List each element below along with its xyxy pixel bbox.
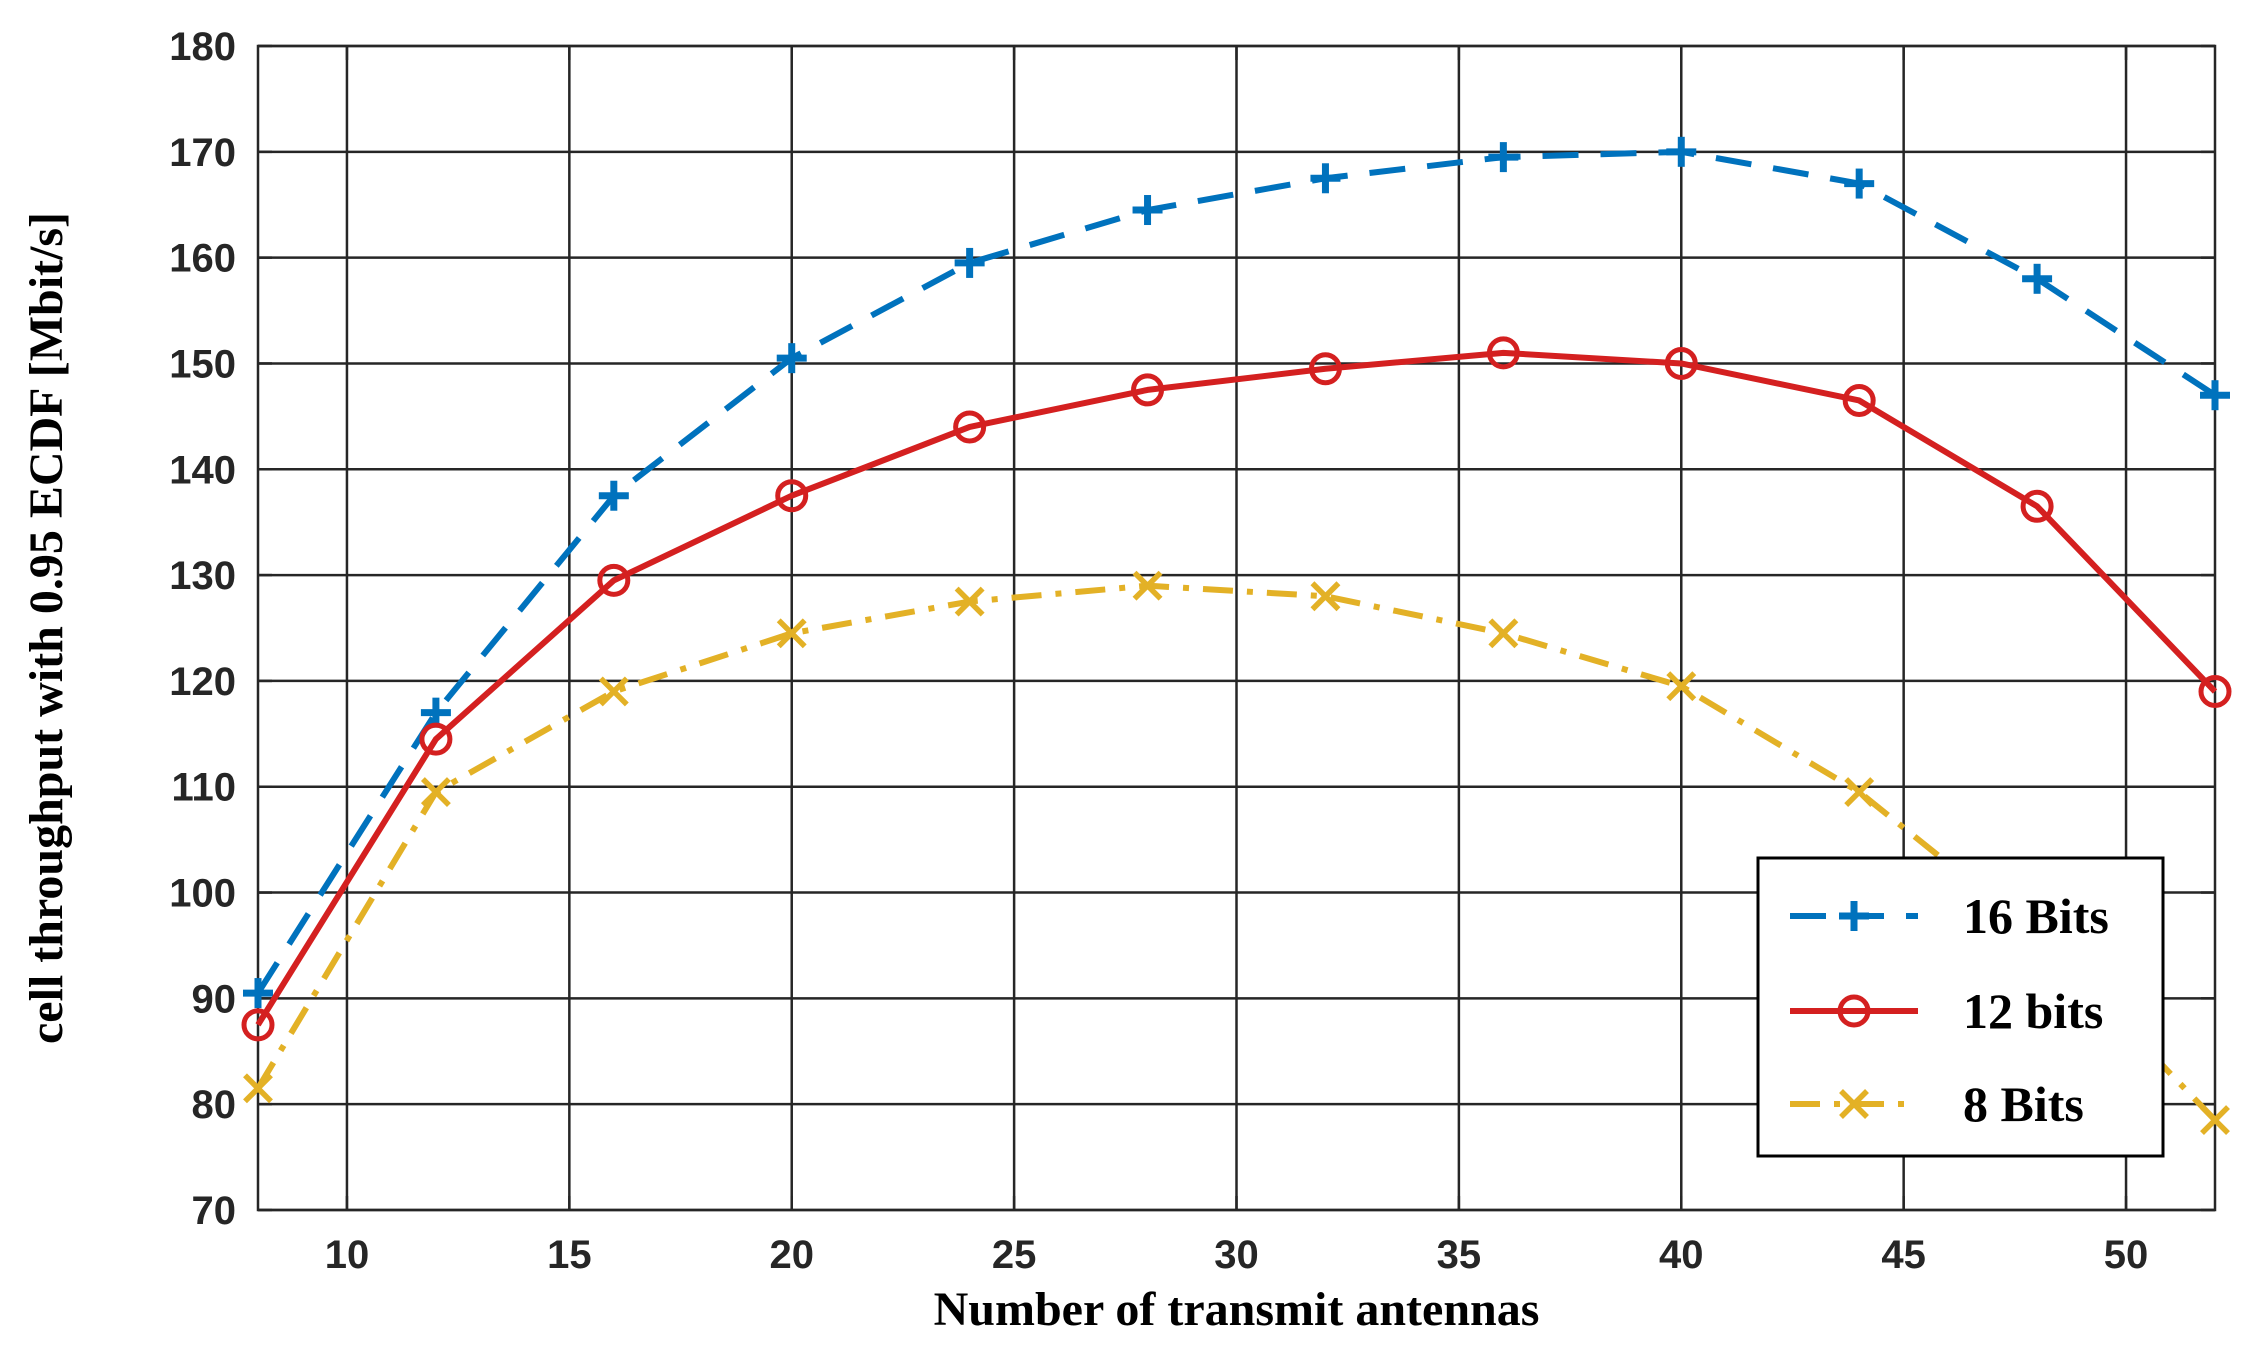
data-point: [2022, 263, 2053, 294]
x-marker-b: [2200, 1105, 2230, 1135]
x-tick-label: 35: [1437, 1233, 1482, 1277]
x-marker-b: [1488, 618, 1519, 649]
x-marker-b: [598, 676, 629, 707]
data-point: [1488, 142, 1519, 173]
data-point: [1132, 570, 1163, 601]
data-point: [1308, 352, 1342, 386]
x-marker-b: [243, 1073, 273, 1104]
legend: 16 Bits 12 bits 8 Bits: [1756, 856, 2165, 1158]
x-tick-label: 50: [2104, 1233, 2149, 1277]
legend-item: 16 Bits: [1790, 888, 2109, 944]
data-point: [598, 676, 629, 707]
y-tick-label: 130: [169, 554, 236, 598]
x-tick-label: 20: [769, 1233, 814, 1277]
data-point: [1844, 777, 1875, 807]
x-marker-b: [1839, 1089, 1869, 1119]
x-marker-b: [420, 777, 451, 807]
x-marker-b: [1844, 777, 1875, 807]
data-point: [1664, 346, 1698, 380]
x-tick-label: 25: [992, 1233, 1037, 1277]
data-point: [598, 480, 629, 511]
data-point: [1131, 373, 1165, 407]
data-point: [954, 586, 985, 617]
data-point: [1310, 163, 1341, 194]
series-16-bits: [243, 136, 2230, 1009]
data-point: [1488, 618, 1519, 649]
x-axis-title: Number of transmit antennas: [934, 1283, 1540, 1336]
y-tick-label: 100: [169, 872, 236, 916]
y-tick-label: 70: [192, 1189, 237, 1233]
data-point: [1842, 383, 1876, 417]
data-point: [1844, 168, 1875, 199]
x-marker-b: [1666, 671, 1697, 702]
x-tick-label: 30: [1214, 1233, 1259, 1277]
y-tick-label: 80: [192, 1083, 237, 1127]
y-tick-label: 120: [169, 660, 236, 704]
data-point: [2200, 1105, 2230, 1135]
series-line: [255, 582, 2218, 1123]
y-tick-label: 140: [169, 448, 236, 492]
y-tick-label: 180: [169, 25, 236, 69]
y-tick-label: 170: [169, 131, 236, 175]
data-point: [2020, 489, 2054, 523]
data-point: [775, 479, 809, 513]
data-point: [1132, 195, 1163, 226]
x-tick-label: 15: [547, 1233, 592, 1277]
data-point: [419, 722, 453, 756]
y-tick-label: 150: [169, 342, 236, 386]
data-point: [243, 1073, 273, 1104]
data-series: [241, 136, 2232, 1135]
y-tick-label: 90: [192, 977, 237, 1021]
x-tick-label: 10: [325, 1233, 370, 1277]
y-tick-label: 110: [171, 766, 236, 810]
x-marker-b: [954, 586, 985, 617]
legend-item: 8 Bits: [1790, 1076, 2084, 1132]
legend-swatch-marker: [1839, 1089, 1869, 1119]
legend-label: 16 Bits: [1963, 888, 2109, 944]
data-point: [776, 343, 807, 374]
x-marker-b: [1132, 570, 1163, 601]
data-point: [776, 618, 807, 649]
legend-label: 12 bits: [1963, 983, 2103, 1039]
legend-item: 12 bits: [1790, 983, 2103, 1039]
series-line: [255, 349, 2218, 1027]
x-tick-label: 40: [1659, 1233, 1704, 1277]
x-tick-label: 45: [1881, 1233, 1926, 1277]
series-8-bits: [243, 570, 2230, 1135]
data-point: [241, 1008, 275, 1042]
data-point: [2200, 380, 2230, 411]
data-point: [243, 978, 273, 1009]
data-point: [1666, 136, 1697, 167]
x-marker-b: [776, 618, 807, 649]
legend-label: 8 Bits: [1963, 1076, 2084, 1132]
legend-swatch-marker: [1837, 994, 1871, 1028]
axis-ticks: 10 15 20 25 30 35 40 45 50 70 80 90 100 110 120 130 140 1…: [169, 25, 2215, 1277]
series-line: [255, 148, 2217, 995]
data-point: [1310, 581, 1341, 612]
legend-swatch-marker: [1839, 901, 1869, 931]
data-point: [954, 247, 985, 278]
x-marker-b: [1310, 581, 1341, 612]
data-point: [597, 563, 631, 597]
data-point: [953, 410, 987, 444]
y-axis-title: cell throughput with 0.95 ECDF [Mbit/s]: [20, 212, 73, 1044]
data-point: [420, 777, 451, 807]
data-point: [1486, 336, 1520, 370]
data-point: [1666, 671, 1697, 702]
data-point: [2198, 674, 2232, 708]
series-12-bits: [241, 336, 2232, 1042]
legend-box: [1756, 856, 2165, 1158]
y-tick-label: 160: [169, 237, 236, 281]
